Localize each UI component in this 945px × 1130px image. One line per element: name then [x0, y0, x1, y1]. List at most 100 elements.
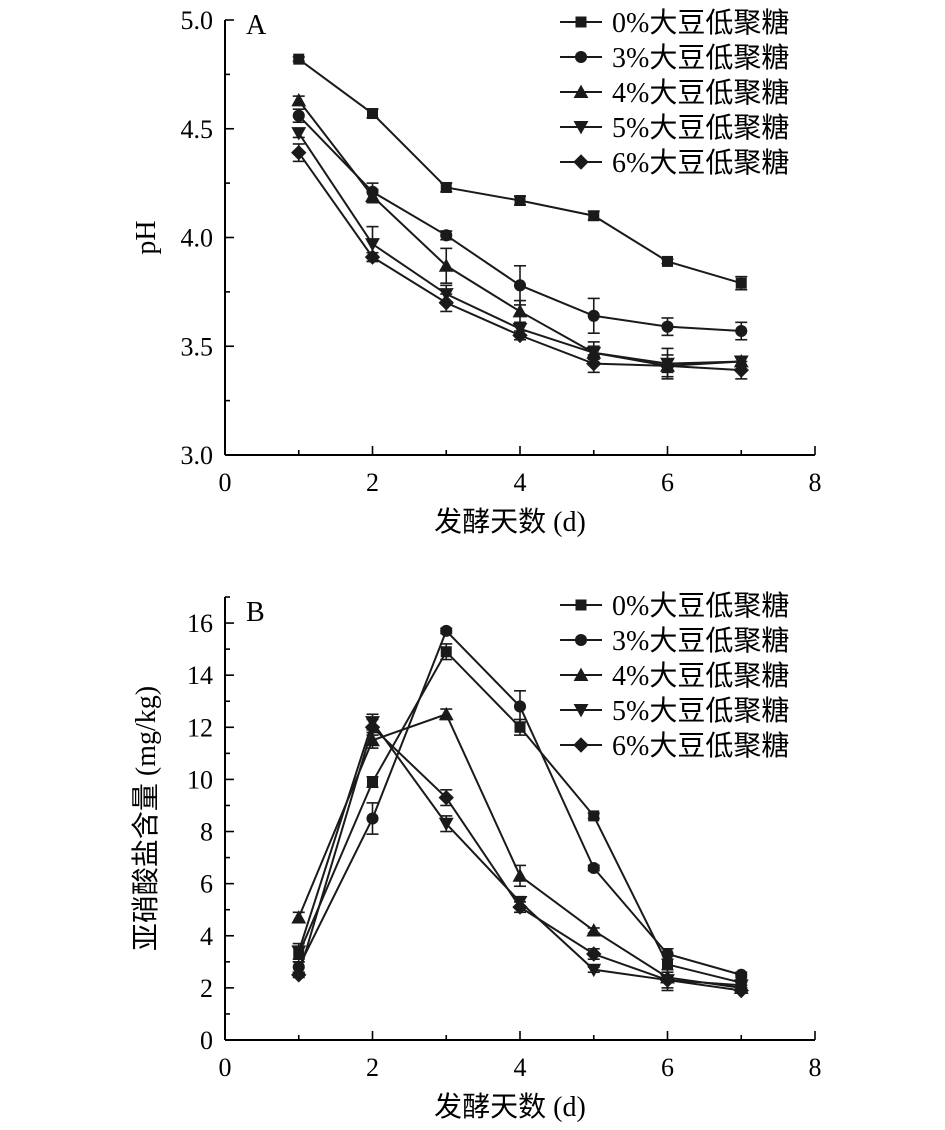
panel-b-data-point [366, 812, 379, 825]
panel-a-x-tick-label: 6 [661, 468, 674, 497]
panel-b-x-tick-label: 8 [809, 1053, 822, 1082]
panel-a-x-tick-label: 4 [514, 468, 527, 497]
panel-a-data-point [512, 327, 528, 344]
panel-b-data-point [367, 776, 378, 788]
panel-b-data-point [440, 646, 452, 658]
panel-a-data-point [514, 195, 526, 207]
panel-a-data-point [662, 255, 673, 267]
panel-b-legend-label: 3%大豆低聚糖 [612, 625, 789, 657]
panel-b-data-point [586, 946, 602, 962]
panel-a-data-point [364, 249, 381, 265]
panel-a-legend-label: 0%大豆低聚糖 [612, 7, 789, 39]
panel-b-data-point [438, 817, 454, 832]
panel-a-data-point [587, 309, 600, 322]
panel-a-legend-marker [573, 84, 589, 98]
panel-b-y-tick-label: 4 [200, 922, 213, 951]
panel-b-data-point [364, 719, 381, 735]
panel-a-legend-label: 3%大豆低聚糖 [612, 42, 789, 74]
panel-a-x-axis-title: 发酵天数 (d) [434, 506, 586, 538]
panel-a-data-point [438, 295, 454, 311]
panel-a-legend-marker [574, 50, 588, 64]
panel-a-y-tick-label: 3.0 [181, 441, 214, 470]
panel-a-data-point [440, 229, 453, 242]
panel-b-x-tick-label: 0 [219, 1053, 232, 1082]
panel-b-data-point [438, 706, 454, 721]
panel-a-data-point [291, 144, 307, 161]
panel-b-legend-marker [575, 599, 587, 611]
panel-a-data-point [588, 210, 600, 222]
panel-b-data-point [586, 923, 602, 937]
panel-a-data-point [365, 238, 380, 252]
panel-a-y-tick-label: 4.5 [181, 115, 214, 144]
panel-a-legend-label: 6%大豆低聚糖 [612, 147, 789, 179]
panel-b-x-axis-title: 发酵天数 (d) [434, 1091, 586, 1123]
panel-a-x-tick-label: 0 [219, 468, 232, 497]
panel-a-data-point [438, 258, 454, 272]
panel-a-data-point [293, 53, 305, 65]
panel-b-y-axis-title: 亚硝酸盐含量 (mg/kg) [130, 686, 162, 951]
panel-a-data-point [586, 355, 602, 372]
panel-a-data-point [365, 188, 380, 203]
panel-b-legend-marker [573, 667, 589, 681]
panel-b-legend-label: 5%大豆低聚糖 [612, 695, 789, 727]
panel-b-data-point [514, 721, 526, 733]
panel-b-legend-label: 4%大豆低聚糖 [612, 660, 789, 692]
panel-a-x-tick-label: 2 [366, 468, 379, 497]
panel-a-data-point [512, 304, 528, 318]
panel-b-data-point [438, 789, 454, 806]
panel-a-data-point [291, 127, 307, 141]
panel-b-y-tick-label: 6 [200, 870, 213, 899]
panel-b-x-tick-label: 2 [366, 1053, 379, 1082]
panel-b-data-point [512, 899, 528, 915]
panel-b-data-point [587, 861, 600, 875]
panel-b-data-point [733, 982, 749, 999]
panel-b-data-point [588, 810, 600, 822]
panel-a-x-tick-label: 8 [809, 468, 822, 497]
panel-a-data-point [513, 279, 527, 292]
panel-a-data-point [586, 346, 602, 361]
panel-a-data-point [291, 93, 307, 107]
panel-b-data-point [659, 972, 676, 988]
panel-b-y-tick-label: 12 [187, 713, 213, 742]
panel-a-legend-label: 5%大豆低聚糖 [612, 112, 789, 144]
panel-a-y-axis-title: pH [131, 220, 162, 254]
panel-a-series-0 [292, 53, 748, 291]
panel-b-y-tick-label: 8 [200, 818, 213, 847]
panel-b-legend-marker [573, 704, 589, 718]
panel-a-data-point [735, 324, 748, 338]
panel-a-data-point [367, 108, 378, 120]
panel-a-legend-marker [575, 16, 587, 28]
panel-a-data-point [659, 358, 676, 374]
panel-b: 0 2 4 6 8 0 2 4 6 8 10 12 14 16 发酵天数 (d) 亚硝酸盐含量 (mg/kg)… [130, 590, 822, 1123]
panel-b-x-tick-label: 4 [514, 1053, 527, 1082]
panel-b-y-tick-label: 2 [200, 974, 213, 1003]
panel-b-letter: B [246, 597, 265, 628]
panel-a-y-tick-label: 4.0 [181, 224, 214, 253]
panel-b-data-point [291, 945, 307, 959]
panel-b-data-point [661, 947, 674, 961]
panel-b-legend-marker [573, 737, 589, 753]
panel-b-legend-marker [574, 633, 588, 647]
panel-b-data-point [662, 958, 673, 970]
panel-b-legend-label: 0%大豆低聚糖 [612, 590, 789, 622]
panel-b-data-point [735, 968, 748, 981]
panel-a-data-point [440, 181, 452, 193]
panel-a: 0 2 4 6 8 3.0 3.5 4.0 4.5 5.0 发酵天数 (d) pH A 0%大豆低聚糖3%… [131, 6, 822, 538]
panel-b-x-tick-label: 6 [661, 1053, 674, 1082]
panel-b-y-tick-label: 16 [187, 609, 213, 638]
panel-b-data-point [586, 963, 602, 978]
panel-b-series-line [297, 725, 742, 992]
panel-b-series-1 [292, 624, 748, 981]
panel-a-series-4 [291, 143, 749, 380]
panel-b-data-point [513, 700, 527, 713]
panel-a-data-point [733, 362, 749, 378]
panel-b-y-tick-label: 0 [200, 1026, 213, 1055]
panel-b-data-point [440, 624, 453, 637]
panel-b-legend-label: 6%大豆低聚糖 [612, 730, 789, 762]
panel-a-y-tick-label: 5.0 [181, 6, 214, 35]
panel-a-letter: A [246, 10, 267, 41]
panel-a-legend-marker [573, 121, 589, 135]
